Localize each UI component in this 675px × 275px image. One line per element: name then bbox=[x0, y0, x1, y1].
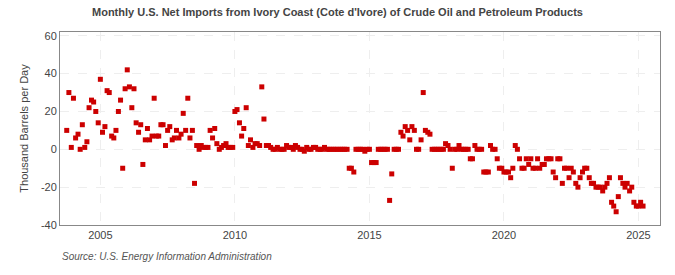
svg-text:2005: 2005 bbox=[88, 229, 112, 241]
svg-text:2020: 2020 bbox=[492, 229, 516, 241]
svg-text:-20: -20 bbox=[41, 181, 57, 193]
svg-text:-40: -40 bbox=[41, 219, 57, 231]
svg-text:20: 20 bbox=[45, 105, 57, 117]
svg-text:2025: 2025 bbox=[626, 229, 650, 241]
svg-text:60: 60 bbox=[45, 30, 57, 42]
svg-text:2010: 2010 bbox=[223, 229, 247, 241]
svg-text:Source: U.S. Energy Informatio: Source: U.S. Energy Information Administ… bbox=[62, 251, 272, 262]
svg-text:Thousand Barrels per Day: Thousand Barrels per Day bbox=[18, 64, 30, 193]
svg-text:Monthly U.S. Net Imports from: Monthly U.S. Net Imports from Ivory Coas… bbox=[92, 6, 583, 18]
svg-text:2015: 2015 bbox=[357, 229, 381, 241]
svg-text:0: 0 bbox=[51, 143, 57, 155]
svg-text:40: 40 bbox=[45, 67, 57, 79]
